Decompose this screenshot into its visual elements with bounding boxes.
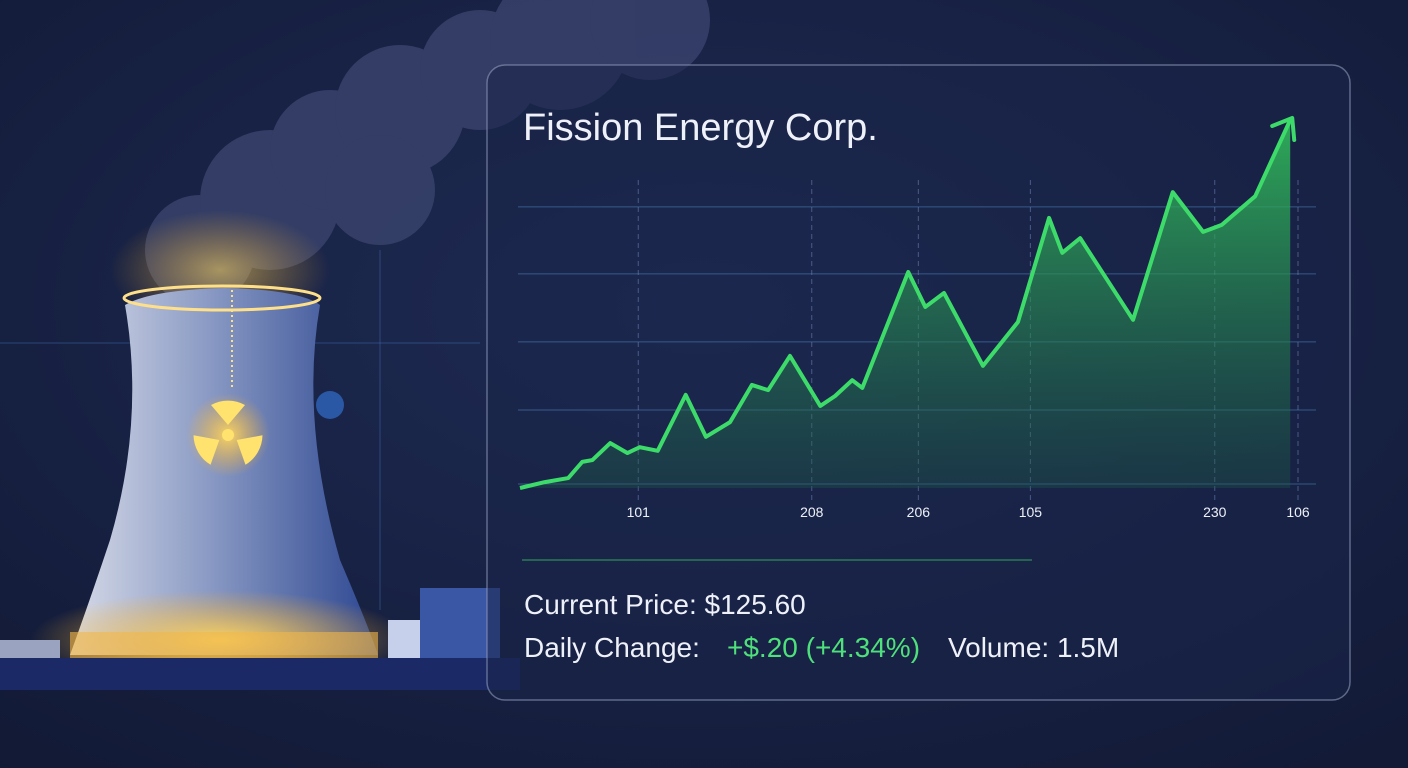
x-tick-label: 105 bbox=[1019, 504, 1043, 520]
change-label: Daily Change: bbox=[524, 632, 700, 663]
price: Current Price: $125.60 bbox=[524, 589, 806, 620]
x-tick-label: 106 bbox=[1286, 504, 1310, 520]
volume: Volume: 1.5M bbox=[948, 632, 1119, 663]
x-tick-label: 230 bbox=[1203, 504, 1227, 520]
change: +$.20 (+4.34%) bbox=[727, 632, 920, 663]
area bbox=[520, 120, 1291, 488]
ground bbox=[0, 658, 520, 690]
x-tick-label: 206 bbox=[907, 504, 931, 520]
chart-title: Fission Energy Corp. bbox=[523, 107, 878, 149]
tower-base bbox=[70, 632, 378, 658]
x-tick-label: 208 bbox=[800, 504, 824, 520]
bg-dot bbox=[316, 391, 344, 419]
tower-rim bbox=[122, 284, 322, 312]
line bbox=[519, 119, 1293, 490]
x-tick-label: 101 bbox=[627, 504, 651, 520]
arrowhead bbox=[1270, 116, 1297, 142]
radiation-symbol bbox=[193, 400, 263, 465]
building bbox=[0, 640, 60, 660]
